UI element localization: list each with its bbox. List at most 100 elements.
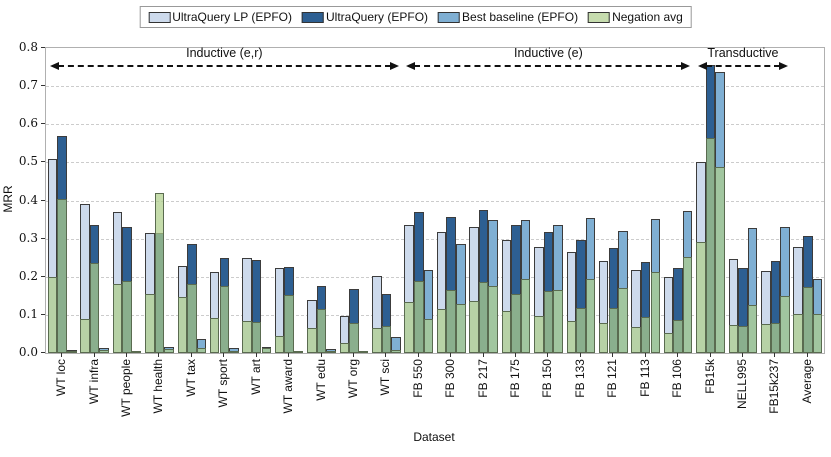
x-tick-mark bbox=[515, 353, 516, 357]
legend-swatch-ultraquery-lp bbox=[148, 11, 171, 23]
x-tick-label-fb-550: FB 550 bbox=[411, 359, 425, 398]
negation-bar-best-baseline-epfo--average bbox=[812, 314, 823, 353]
negation-bar-best-baseline-epfo--wt-infra bbox=[99, 350, 109, 353]
negation-bar-ultraquery-epfo--average bbox=[803, 287, 813, 353]
x-tick-label-wt-people: WT people bbox=[119, 359, 133, 417]
x-tick-label-wt-org: WT org bbox=[346, 359, 360, 399]
negation-bar-ultraquery-lp-epfo--nell995 bbox=[728, 325, 739, 353]
negation-bar-ultraquery-epfo--wt-people bbox=[122, 281, 132, 353]
negation-bar-ultraquery-epfo--wt-award bbox=[284, 295, 294, 353]
y-tick-label: 0.4 bbox=[18, 193, 38, 207]
legend-swatch-best-baseline bbox=[438, 11, 461, 23]
gridline bbox=[46, 162, 824, 163]
x-tick-mark bbox=[612, 353, 613, 357]
x-tick-mark bbox=[126, 353, 127, 357]
negation-bar-best-baseline-epfo--fb-217 bbox=[488, 286, 498, 353]
negation-bar-best-baseline-epfo--fb-300 bbox=[456, 304, 466, 353]
x-tick-label-fb-217: FB 217 bbox=[476, 359, 490, 398]
x-tick-mark bbox=[385, 353, 386, 357]
x-tick-label-fb-106: FB 106 bbox=[670, 359, 684, 398]
negation-bar-ultraquery-lp-epfo--fb-121 bbox=[598, 323, 609, 353]
gridline bbox=[46, 239, 824, 240]
x-tick-mark bbox=[158, 353, 159, 357]
gridline bbox=[46, 86, 824, 87]
legend-swatch-negation-avg bbox=[588, 11, 611, 23]
y-tick-label: 0.3 bbox=[18, 231, 38, 245]
x-tick-label-wt-sci: WT sci bbox=[378, 359, 392, 396]
negation-bar-ultraquery-epfo--wt-org bbox=[349, 323, 359, 353]
negation-bar-ultraquery-lp-epfo--wt-edu bbox=[307, 328, 317, 353]
x-tick-mark bbox=[710, 353, 711, 357]
negation-bar-ultraquery-lp-epfo--fb-300 bbox=[436, 309, 447, 353]
y-tick-mark bbox=[41, 47, 45, 48]
negation-bar-ultraquery-lp-epfo--wt-sci bbox=[372, 328, 382, 353]
y-tick-mark bbox=[41, 314, 45, 315]
negation-bar-ultraquery-lp-epfo--wt-org bbox=[339, 343, 350, 353]
negation-bar-ultraquery-epfo--fb-300 bbox=[446, 290, 456, 353]
x-tick-mark bbox=[580, 353, 581, 357]
x-tick-label-average: Average bbox=[800, 359, 814, 404]
x-tick-mark bbox=[61, 353, 62, 357]
negation-bar-ultraquery-epfo--fb-150 bbox=[543, 291, 554, 353]
negation-bar-ultraquery-lp-epfo--wt-award bbox=[274, 336, 285, 353]
negation-bar-ultraquery-epfo--fb-550 bbox=[414, 281, 424, 353]
legend-label-negation-avg: Negation avg bbox=[612, 10, 683, 24]
y-tick-mark bbox=[41, 161, 45, 162]
legend-label-ultraquery-lp: UltraQuery LP (EPFO) bbox=[172, 10, 293, 24]
x-tick-label-nell995: NELL995 bbox=[735, 359, 749, 410]
negation-bar-best-baseline-epfo--wt-people bbox=[131, 351, 142, 353]
plot-area: Inductive (e,r) Inductive (e) Transductive bbox=[45, 46, 825, 354]
negation-bar-ultraquery-lp-epfo--fb-150 bbox=[534, 316, 544, 353]
negation-bar-best-baseline-epfo--wt-org bbox=[358, 351, 369, 353]
arrow-head-right-icon bbox=[389, 62, 399, 70]
arrow-head-right-icon bbox=[778, 62, 788, 70]
y-tick-label: 0.1 bbox=[18, 307, 38, 321]
x-tick-mark bbox=[191, 353, 192, 357]
x-tick-label-fb-133: FB 133 bbox=[573, 359, 587, 398]
negation-bar-ultraquery-lp-epfo--wt-infra bbox=[80, 319, 90, 353]
x-tick-label-wt-sport: WT sport bbox=[216, 359, 230, 408]
y-tick-label: 0.2 bbox=[18, 269, 38, 283]
x-tick-label-wt-loc: WT loc bbox=[54, 359, 68, 397]
y-tick-mark bbox=[41, 352, 45, 353]
region-label: Transductive bbox=[707, 46, 779, 60]
negation-bar-ultraquery-lp-epfo--fb-550 bbox=[404, 302, 414, 353]
y-tick-label: 0.8 bbox=[18, 40, 38, 54]
negation-bar-ultraquery-lp-epfo--fb-106 bbox=[663, 333, 674, 353]
region-arrow-line bbox=[706, 65, 780, 67]
y-tick-mark bbox=[41, 276, 45, 277]
negation-bar-ultraquery-epfo--fb-217 bbox=[478, 282, 489, 353]
gridline bbox=[46, 201, 824, 202]
x-tick-label-fb15k237: FB15k237 bbox=[767, 359, 781, 414]
region-arrow-line bbox=[414, 65, 683, 67]
negation-bar-ultraquery-epfo--fb-121 bbox=[608, 308, 619, 353]
region-label: Inductive (e,r) bbox=[186, 46, 263, 60]
negation-bar-ultraquery-lp-epfo--fb-113 bbox=[631, 327, 641, 353]
negation-bar-ultraquery-epfo--wt-sci bbox=[381, 326, 392, 353]
negation-bar-ultraquery-lp-epfo--wt-art bbox=[242, 321, 252, 353]
x-tick-label-fb-300: FB 300 bbox=[443, 359, 457, 398]
gridline bbox=[46, 315, 824, 316]
legend-label-ultraquery: UltraQuery (EPFO) bbox=[326, 10, 429, 24]
negation-bar-ultraquery-epfo--fb-106 bbox=[673, 320, 683, 353]
arrow-head-left-icon bbox=[698, 62, 708, 70]
x-tick-label-wt-art: WT art bbox=[249, 359, 263, 395]
negation-bar-ultraquery-lp-epfo--wt-people bbox=[112, 284, 123, 353]
legend-item-negation-avg: Negation avg bbox=[588, 10, 683, 24]
negation-bar-ultraquery-lp-epfo--fb15k bbox=[696, 242, 706, 353]
x-tick-label-wt-award: WT award bbox=[281, 359, 295, 414]
region-label: Inductive (e) bbox=[514, 46, 583, 60]
negation-bar-ultraquery-epfo--fb-175 bbox=[511, 294, 521, 353]
x-tick-label-wt-tax: WT tax bbox=[184, 359, 198, 397]
negation-bar-best-baseline-epfo--fb15k bbox=[715, 167, 725, 353]
x-tick-mark bbox=[645, 353, 646, 357]
y-tick-label: 0.7 bbox=[18, 78, 38, 92]
negation-bar-ultraquery-epfo--wt-art bbox=[251, 322, 262, 353]
x-tick-label-fb-113: FB 113 bbox=[638, 359, 652, 397]
negation-bar-best-baseline-epfo--fb-106 bbox=[682, 257, 693, 353]
y-tick-mark bbox=[41, 200, 45, 201]
x-tick-mark bbox=[256, 353, 257, 357]
negation-bar-best-baseline-epfo--wt-health bbox=[164, 349, 174, 353]
x-tick-mark bbox=[223, 353, 224, 357]
